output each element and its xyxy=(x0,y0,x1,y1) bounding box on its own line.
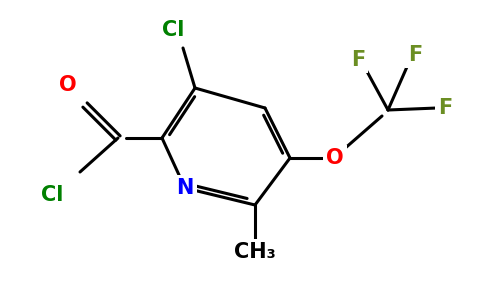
Text: F: F xyxy=(408,45,422,65)
Text: F: F xyxy=(351,50,365,70)
Text: Cl: Cl xyxy=(41,185,63,205)
Text: F: F xyxy=(438,98,452,118)
Text: N: N xyxy=(176,178,194,198)
Text: O: O xyxy=(326,148,344,168)
Text: CH₃: CH₃ xyxy=(234,242,276,262)
Text: Cl: Cl xyxy=(162,20,184,40)
Text: O: O xyxy=(59,75,77,95)
